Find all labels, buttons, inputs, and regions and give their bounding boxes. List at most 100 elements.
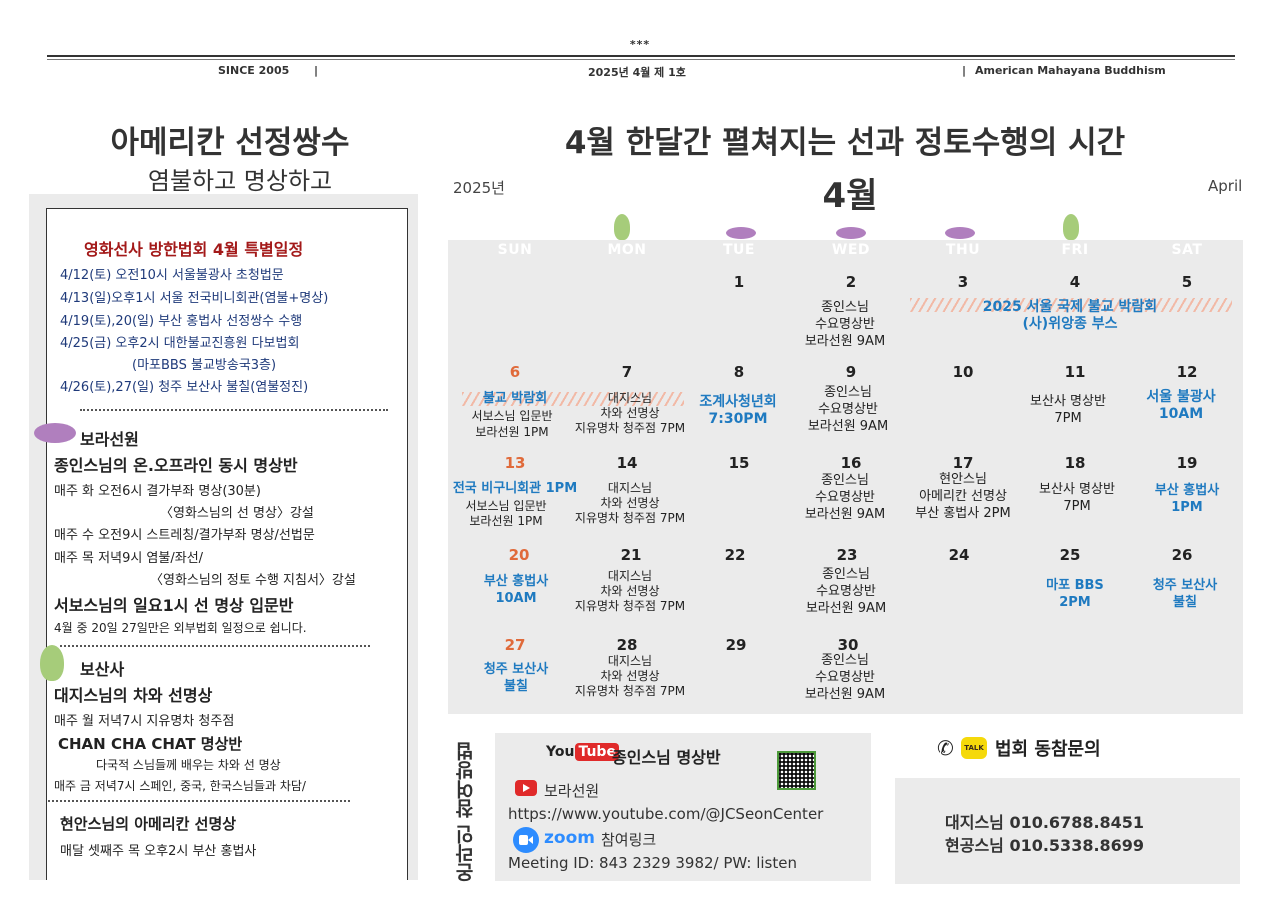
calendar-day: 29: [725, 636, 747, 654]
online-title: 종인스님 명상반: [612, 748, 721, 767]
calendar-event: 부산 홍법사: [483, 574, 549, 589]
calendar-event: 수요명상반: [816, 584, 876, 599]
hyunan-program: 현안스님의 아메리칸 선명상: [60, 815, 237, 833]
bosan-line: 매주 월 저녁7시 지유명차 청주점: [54, 714, 235, 729]
bora-line: 〈영화스님의 선 명상〉강설: [160, 506, 314, 521]
bosan-line: 다국적 스님들께 배우는 차와 선 명상: [96, 758, 281, 772]
masthead-stars: ***: [629, 38, 651, 51]
dotted-divider: [80, 409, 388, 411]
calendar-grid: [448, 240, 1243, 714]
dotted-divider: [60, 645, 370, 647]
calendar-event: 보산사 명상반: [1030, 394, 1106, 409]
youtube-logo-tube: Tube: [575, 743, 619, 761]
calendar-event: 보라선원 9AM: [807, 419, 889, 434]
calendar-day: 11: [1064, 363, 1086, 381]
qr-code-icon[interactable]: [777, 751, 816, 790]
calendar-day: 10: [952, 363, 974, 381]
contact-header: ✆ TALK 법회 동참문의: [937, 733, 1101, 763]
calendar-day: 12: [1176, 363, 1198, 381]
weekday-mon: MON: [607, 242, 647, 258]
bosan-line: 매주 금 저녁7시 스페인, 중국, 한국스님들과 차담/: [54, 779, 306, 793]
calendar-day: 30: [837, 636, 859, 654]
calendar-event: 지유명차 청주점 7PM: [574, 684, 686, 698]
calendar-day: 26: [1171, 546, 1193, 564]
calendar-event: 차와 선명상: [600, 669, 660, 683]
calendar-event: 지유명차 청주점 7PM: [574, 599, 686, 613]
weekday-fri: FRI: [1061, 242, 1089, 258]
calendar-day: 16: [840, 454, 862, 472]
left-panel-box: [46, 208, 408, 880]
expo-highlight: [910, 298, 1232, 312]
zoom-link-label[interactable]: 참여링크: [601, 831, 657, 849]
calendar-event: 청주 보산사: [483, 662, 549, 677]
calendar-day: 14: [616, 454, 638, 472]
calendar-day: 17: [952, 454, 974, 472]
calendar-event: 차와 선명상: [600, 406, 660, 420]
left-title: 아메리칸 선정쌍수: [110, 125, 350, 161]
calendar-event: 보산사 명상반: [1039, 482, 1115, 497]
youtube-logo-you: You: [546, 744, 575, 760]
calendar-month: 4월: [822, 176, 878, 216]
calendar-day: 21: [620, 546, 642, 564]
calendar-day: 24: [948, 546, 970, 564]
calendar-event: 7PM: [1054, 411, 1082, 426]
leaf-icon: [945, 227, 975, 239]
leaf-icon: [40, 645, 64, 681]
calendar-event: 보라선원 1PM: [475, 425, 549, 439]
masthead-separator: |: [962, 64, 967, 77]
calendar-event: 10AM: [495, 591, 537, 606]
contact-line: 대지스님 010.6788.8451: [945, 813, 1145, 832]
calendar-event: 서보스님 입문반: [465, 499, 547, 513]
calendar-day: 6: [509, 363, 521, 381]
bosan-heading: 보산사: [80, 660, 125, 679]
weekday-sun: SUN: [497, 242, 533, 258]
weekday-tue: TUE: [723, 242, 755, 258]
expo-highlight: [462, 392, 684, 406]
calendar-event: 2PM: [1059, 595, 1091, 610]
calendar-event: 불칠: [504, 679, 528, 694]
bosan-program-1: 대지스님의 차와 선명상: [54, 686, 213, 705]
masthead-rule-thin: [47, 59, 1235, 60]
hyunan-line: 매달 셋째주 목 오후2시 부산 홍법사: [60, 844, 257, 859]
calendar-event: 7:30PM: [708, 411, 768, 427]
left-subtitle: 염불하고 명상하고: [147, 167, 333, 195]
calendar-event: 전국 비구니회관 1PM: [452, 481, 578, 496]
bora-line: 〈영화스님의 정토 수행 지침서〉강설: [150, 573, 356, 588]
youtube-url[interactable]: https://www.youtube.com/@JCSeonCenter: [508, 805, 824, 823]
calendar-event: 대지스님: [607, 481, 653, 495]
calendar-day: 15: [728, 454, 750, 472]
calendar-day: 5: [1181, 273, 1193, 291]
weekday-thu: THU: [945, 242, 981, 258]
masthead-issue: 2025년 4월 제 1호: [588, 66, 686, 79]
calendar-event: 서울 불광사: [1146, 389, 1216, 405]
calendar-event: 마포 BBS: [1046, 578, 1104, 593]
leaf-icon: [1063, 214, 1079, 240]
leaf-icon: [836, 227, 866, 239]
calendar-event: 지유명차 청주점 7PM: [574, 511, 686, 525]
special-schedule-line: (마포BBS 불교방송국3층): [132, 358, 277, 373]
calendar-event: 불칠: [1173, 595, 1197, 610]
calendar-event: 차와 선명상: [600, 496, 660, 510]
calendar-event: 종인스님: [821, 653, 869, 668]
calendar-event: 부산 홍법사: [1154, 483, 1220, 498]
calendar-day: 27: [504, 636, 526, 654]
calendar-event: 대지스님: [607, 654, 653, 668]
leaf-icon: [614, 214, 630, 240]
calendar-event: 종인스님: [822, 567, 870, 582]
calendar-day: 3: [957, 273, 969, 291]
contact-line: 현공스님 010.5338.8699: [945, 836, 1145, 855]
calendar-day: 25: [1059, 546, 1081, 564]
calendar-event: 보라선원 9AM: [805, 601, 887, 616]
zoom-logo-text: zoom: [544, 828, 595, 848]
special-schedule-line: 4/26(토),27(일) 청주 보산사 불칠(염불정진): [60, 380, 309, 395]
calendar-event: 차와 선명상: [600, 584, 660, 598]
calendar-event: 보라선원 9AM: [804, 687, 886, 702]
calendar-event: 수요명상반: [815, 490, 875, 505]
bora-program-1: 종인스님의 온.오프라인 동시 명상반: [54, 456, 298, 475]
online-participation-label: 온라인 참여방법: [455, 742, 477, 882]
youtube-channel: 보라선원: [544, 782, 600, 800]
calendar-day: 13: [504, 454, 526, 472]
bora-line: 매주 수 오전9시 스트레칭/결가부좌 명상/선법문: [54, 528, 315, 543]
calendar-event: 부산 홍법사 2PM: [915, 506, 1011, 521]
bora-heading: 보라선원: [80, 430, 139, 449]
